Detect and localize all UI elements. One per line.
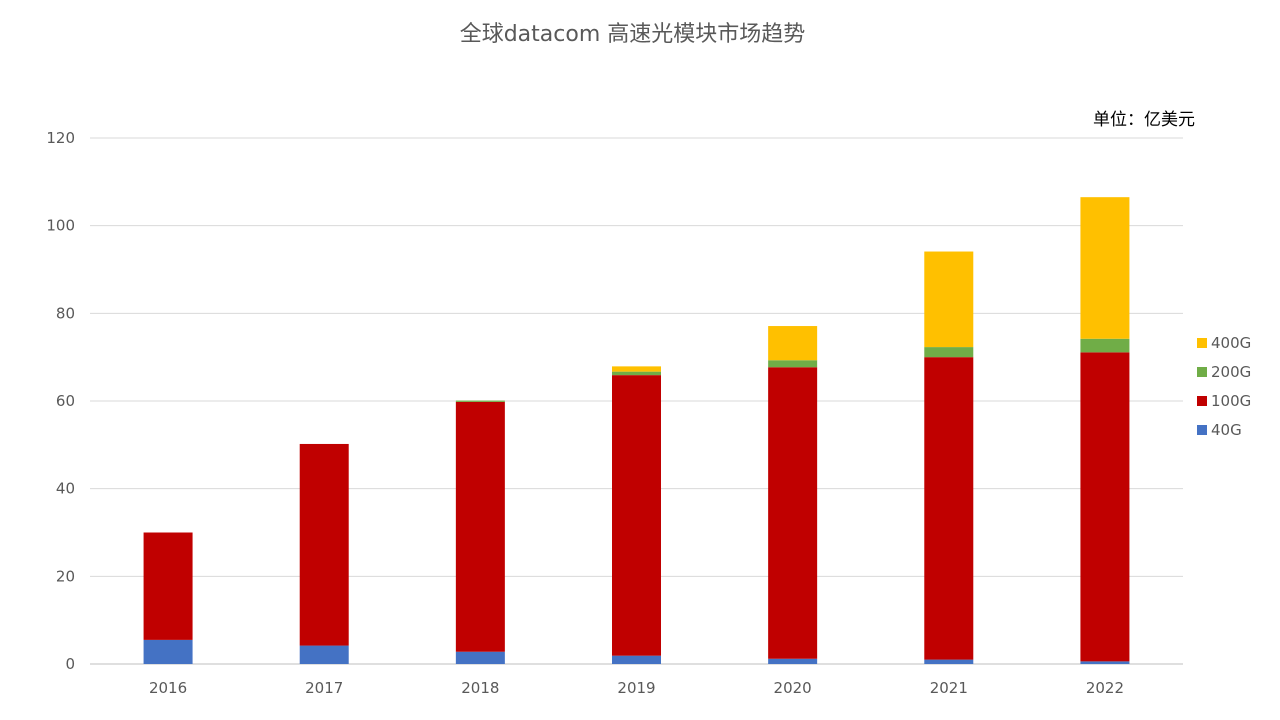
legend-label-200G: 200G bbox=[1211, 363, 1251, 381]
legend-swatch-100G bbox=[1197, 396, 1207, 406]
x-tick-label: 2018 bbox=[461, 679, 499, 697]
x-tick-label: 2021 bbox=[930, 679, 968, 697]
y-tick-label: 20 bbox=[56, 567, 75, 585]
legend-swatch-200G bbox=[1197, 367, 1207, 377]
chart-title: 全球datacom 高速光模块市场趋势 bbox=[459, 22, 806, 47]
bar-200G-2018 bbox=[455, 400, 505, 402]
bar-400G-2021 bbox=[924, 251, 974, 348]
bar-200G-2020 bbox=[768, 360, 818, 368]
bar-100G-2020 bbox=[768, 367, 818, 659]
bar-100G-2017 bbox=[299, 443, 349, 646]
bar-40G-2018 bbox=[455, 651, 505, 664]
y-tick-label: 60 bbox=[56, 392, 75, 410]
bar-100G-2022 bbox=[1080, 352, 1130, 662]
bar-100G-2021 bbox=[924, 357, 974, 660]
x-tick-label: 2017 bbox=[305, 679, 343, 697]
y-axis-ticks: 0 20 40 60 80 100 120 bbox=[46, 129, 75, 673]
bar-400G-2019 bbox=[612, 366, 661, 372]
bar-400G-2020 bbox=[768, 326, 818, 361]
y-tick-label: 120 bbox=[46, 129, 75, 147]
x-axis-ticks: 2016 2017 2018 2019 2020 2021 2022 bbox=[149, 679, 1124, 697]
legend: 400G 200G 100G 40G bbox=[1197, 334, 1251, 439]
legend-label-40G: 40G bbox=[1211, 421, 1242, 439]
unit-label: 单位：亿美元 bbox=[1093, 110, 1195, 130]
bars bbox=[143, 197, 1130, 664]
bar-40G-2019 bbox=[612, 655, 661, 664]
bar-200G-2021 bbox=[924, 347, 974, 358]
bar-40G-2020 bbox=[768, 658, 818, 664]
legend-swatch-400G bbox=[1197, 338, 1207, 348]
bar-100G-2016 bbox=[143, 532, 193, 640]
bar-400G-2022 bbox=[1080, 197, 1130, 339]
y-tick-label: 100 bbox=[46, 217, 75, 235]
bar-200G-2022 bbox=[1080, 338, 1130, 353]
bar-40G-2022 bbox=[1080, 661, 1130, 664]
bar-40G-2017 bbox=[299, 645, 349, 664]
bar-40G-2021 bbox=[924, 659, 974, 664]
x-tick-label: 2020 bbox=[774, 679, 812, 697]
x-tick-label: 2019 bbox=[617, 679, 655, 697]
bar-100G-2018 bbox=[455, 401, 505, 652]
y-tick-label: 80 bbox=[56, 304, 75, 322]
y-tick-label: 40 bbox=[56, 480, 75, 498]
legend-label-100G: 100G bbox=[1211, 392, 1251, 410]
y-tick-label: 0 bbox=[65, 655, 75, 673]
bar-100G-2019 bbox=[612, 375, 661, 656]
legend-label-400G: 400G bbox=[1211, 334, 1251, 352]
legend-swatch-40G bbox=[1197, 425, 1207, 435]
bar-200G-2019 bbox=[612, 371, 661, 376]
x-tick-label: 2016 bbox=[149, 679, 187, 697]
x-tick-label: 2022 bbox=[1086, 679, 1124, 697]
bar-40G-2016 bbox=[143, 639, 193, 664]
